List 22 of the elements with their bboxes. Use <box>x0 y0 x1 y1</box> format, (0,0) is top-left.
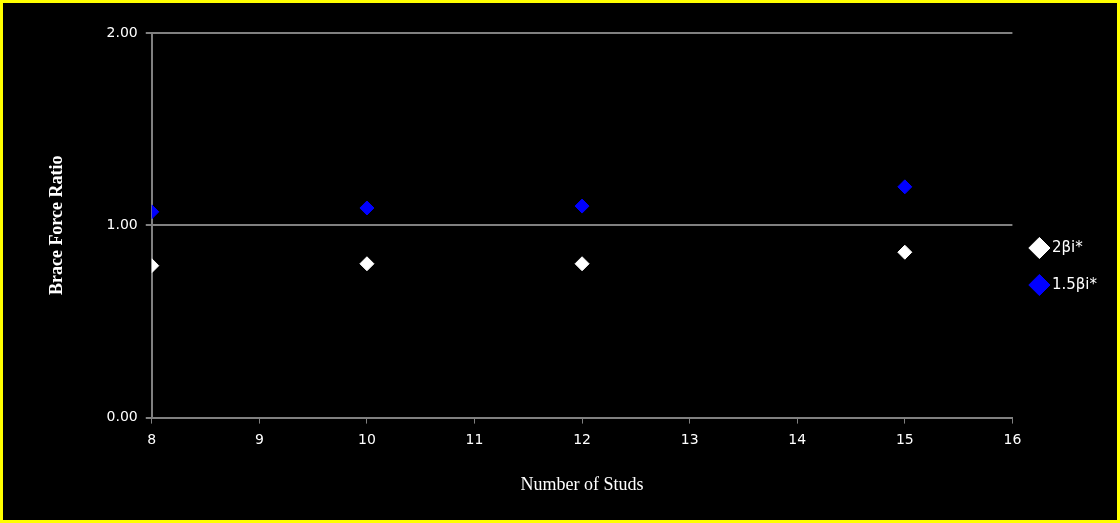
x-tick-label: 13 <box>680 430 699 447</box>
x-tick-label: 14 <box>788 430 807 447</box>
x-tick-label: 10 <box>358 430 376 447</box>
x-tick-label: 8 <box>147 430 157 447</box>
x-axis-title: Number of Studs <box>520 473 644 494</box>
x-tick-label: 12 <box>573 430 591 447</box>
x-tick-label: 16 <box>1003 430 1022 447</box>
x-tick-label: 15 <box>895 430 914 447</box>
y-tick-label: 0.00 <box>106 408 138 425</box>
legend-label: 2βi* <box>1051 237 1084 256</box>
y-tick-label: 2.00 <box>106 23 138 40</box>
legend-label: 1.5βi* <box>1051 274 1098 293</box>
point <box>897 244 913 260</box>
x-tick-label: 11 <box>465 430 484 447</box>
point <box>359 200 375 216</box>
y-axis-title: Brace Force Ratio <box>46 155 67 296</box>
x-tick-label: 9 <box>254 430 264 447</box>
point <box>897 179 913 195</box>
y-tick-label: 1.00 <box>106 215 138 232</box>
point <box>574 198 590 214</box>
point <box>359 256 375 272</box>
point <box>574 256 590 272</box>
